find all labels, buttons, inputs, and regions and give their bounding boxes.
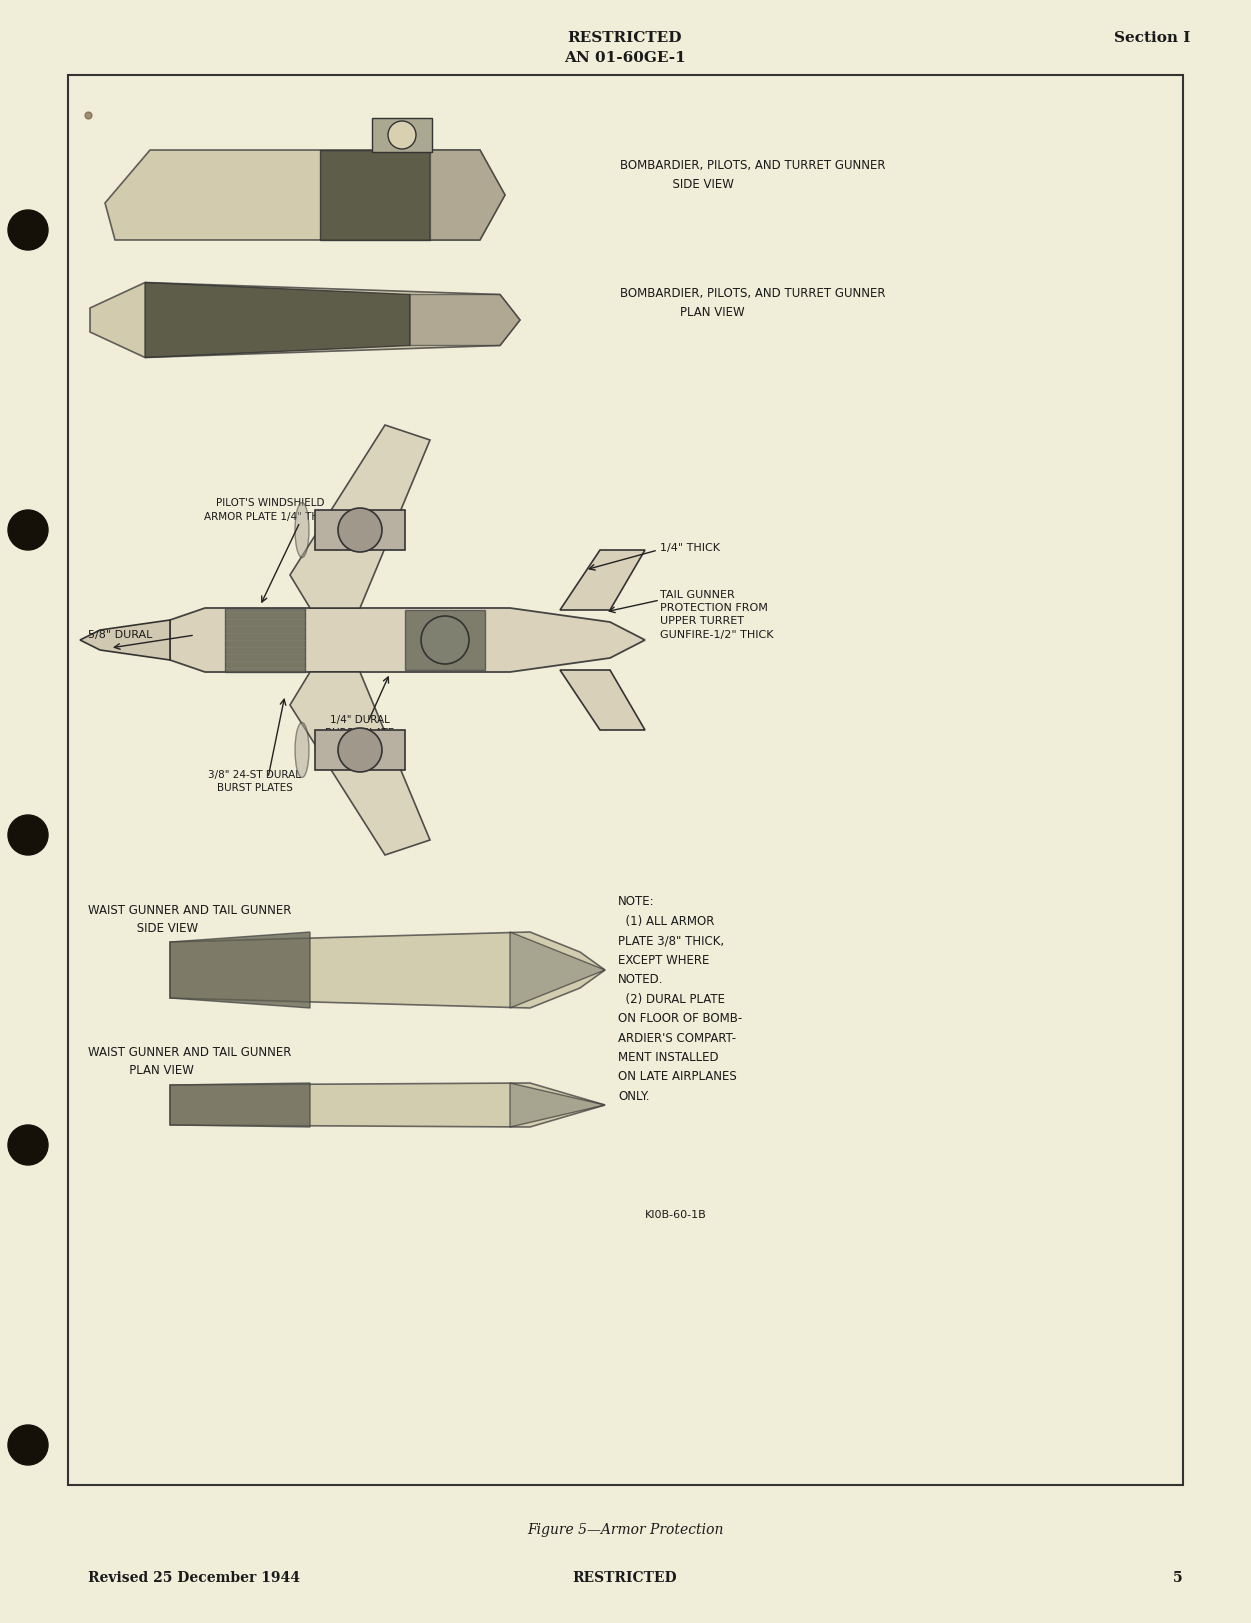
Polygon shape <box>315 510 405 550</box>
Polygon shape <box>225 609 305 672</box>
Polygon shape <box>510 932 605 1008</box>
Polygon shape <box>320 149 430 240</box>
Polygon shape <box>430 149 505 240</box>
Polygon shape <box>80 620 170 661</box>
Polygon shape <box>170 1083 605 1126</box>
Polygon shape <box>145 282 410 357</box>
Polygon shape <box>170 932 310 1008</box>
Text: WAIST GUNNER AND TAIL GUNNER
           PLAN VIEW: WAIST GUNNER AND TAIL GUNNER PLAN VIEW <box>88 1047 291 1078</box>
Polygon shape <box>410 294 520 346</box>
Polygon shape <box>315 730 405 769</box>
Text: RESTRICTED: RESTRICTED <box>573 1571 677 1586</box>
Polygon shape <box>170 932 605 1008</box>
Text: NOTE:
  (1) ALL ARMOR
PLATE 3/8" THICK,
EXCEPT WHERE
NOTED.
  (2) DURAL PLATE
ON: NOTE: (1) ALL ARMOR PLATE 3/8" THICK, EX… <box>618 894 742 1104</box>
Circle shape <box>8 209 48 250</box>
Circle shape <box>8 510 48 550</box>
Text: AN 01-60GE-1: AN 01-60GE-1 <box>564 50 686 65</box>
Ellipse shape <box>295 722 309 777</box>
Text: Revised 25 December 1944: Revised 25 December 1944 <box>88 1571 300 1586</box>
Text: RESTRICTED: RESTRICTED <box>568 31 682 45</box>
Polygon shape <box>290 672 430 855</box>
Circle shape <box>388 122 417 149</box>
Polygon shape <box>90 282 520 357</box>
Polygon shape <box>170 1083 310 1126</box>
Circle shape <box>8 1425 48 1466</box>
Polygon shape <box>510 1083 605 1126</box>
Text: BOMBARDIER, PILOTS, AND TURRET GUNNER
                PLAN VIEW: BOMBARDIER, PILOTS, AND TURRET GUNNER PL… <box>620 287 886 318</box>
Text: Section I: Section I <box>1113 31 1190 45</box>
Polygon shape <box>560 550 646 610</box>
Polygon shape <box>170 609 646 672</box>
Circle shape <box>338 508 382 552</box>
Text: Figure 5—Armor Protection: Figure 5—Armor Protection <box>527 1522 723 1537</box>
Polygon shape <box>105 149 505 240</box>
Text: 5: 5 <box>1173 1571 1183 1586</box>
Text: 5/8" DURAL: 5/8" DURAL <box>88 630 153 639</box>
Text: WAIST GUNNER AND TAIL GUNNER
             SIDE VIEW: WAIST GUNNER AND TAIL GUNNER SIDE VIEW <box>88 904 291 935</box>
Circle shape <box>422 617 469 664</box>
Text: TAIL GUNNER
PROTECTION FROM
UPPER TURRET
GUNFIRE-1/2" THICK: TAIL GUNNER PROTECTION FROM UPPER TURRET… <box>661 591 773 639</box>
Text: 3/8" 24-ST DURAL
BURST PLATES: 3/8" 24-ST DURAL BURST PLATES <box>209 769 301 794</box>
Text: PILOT'S WINDSHIELD
ARMOR PLATE 1/4" THICK: PILOT'S WINDSHIELD ARMOR PLATE 1/4" THIC… <box>204 498 337 521</box>
Text: 1/4" DURAL
BURST PLATE: 1/4" DURAL BURST PLATE <box>325 716 394 738</box>
Text: 1/4" THICK: 1/4" THICK <box>661 544 721 553</box>
Circle shape <box>8 815 48 855</box>
Text: KI0B-60-1B: KI0B-60-1B <box>646 1211 707 1220</box>
Circle shape <box>338 729 382 773</box>
Text: BOMBARDIER, PILOTS, AND TURRET GUNNER
              SIDE VIEW: BOMBARDIER, PILOTS, AND TURRET GUNNER SI… <box>620 159 886 190</box>
Polygon shape <box>405 610 485 670</box>
Polygon shape <box>560 670 646 730</box>
Polygon shape <box>290 425 430 609</box>
Ellipse shape <box>295 503 309 557</box>
Circle shape <box>8 1125 48 1165</box>
Bar <box>372 118 432 153</box>
Bar <box>68 75 1183 1485</box>
